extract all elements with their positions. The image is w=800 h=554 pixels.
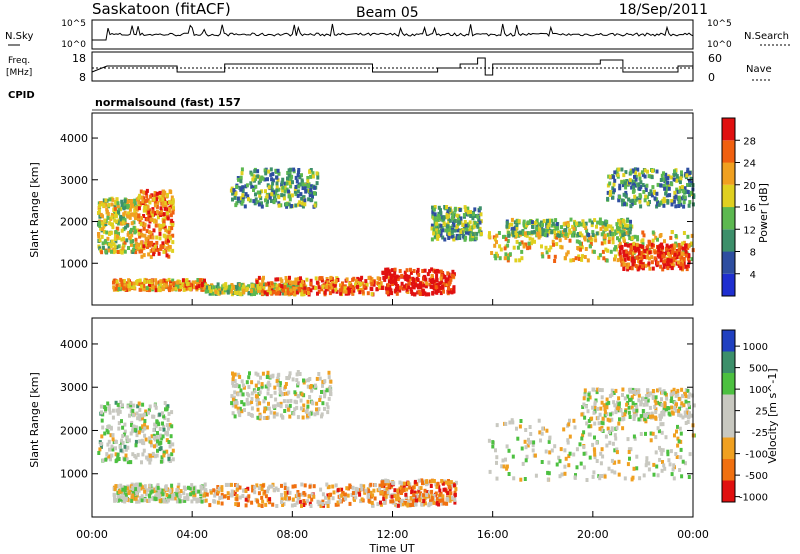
colorbar-tick-1: 8 xyxy=(750,248,756,259)
nave-tick-bottom: 0 xyxy=(708,71,715,84)
y-tick-label-1: 2000 xyxy=(60,424,88,437)
freq-tick-top: 18 xyxy=(72,52,86,65)
cpid-label: CPID xyxy=(8,90,35,101)
echo-region-5 xyxy=(487,417,696,482)
freq-tick-bottom: 8 xyxy=(79,71,86,84)
y-tick-label-0: 1000 xyxy=(60,468,88,481)
y-tick-label-3: 4000 xyxy=(60,132,88,145)
velocity-colorbar-tick-3: 25 xyxy=(755,407,768,418)
y-tick-label-3: 4000 xyxy=(60,338,88,351)
time-xlabel: Time UT xyxy=(368,542,414,554)
x-tick-label-4: 16:00 xyxy=(477,528,509,541)
colorbar-tick-3: 16 xyxy=(743,203,756,214)
power-ylabel: Slant Range [km] xyxy=(28,162,41,258)
velocity-y-axis: 1000 2000 3000 4000 xyxy=(60,338,693,481)
power-y-axis: 1000 2000 3000 4000 xyxy=(60,132,693,270)
echo-region-2 xyxy=(112,277,208,293)
x-tick-label-2: 08:00 xyxy=(276,528,308,541)
y-tick-label-1: 2000 xyxy=(60,216,88,229)
echo-region-9 xyxy=(505,217,634,238)
station-title: Saskatoon (fitACF) xyxy=(92,0,231,18)
echo-region-7 xyxy=(430,205,483,242)
echo-region-6 xyxy=(380,267,456,297)
noise-panel-frame xyxy=(91,19,694,50)
power-heatmap xyxy=(97,167,696,297)
date-title: 18/Sep/2011 xyxy=(619,2,708,18)
x-tick-label-3: 12:00 xyxy=(377,528,409,541)
beam-title: Beam 05 xyxy=(356,5,419,21)
velocity-colorbar-tick-7: -1000 xyxy=(739,493,768,504)
noise-left-tick-bottom: 10^0 xyxy=(61,40,86,50)
power-colorbar: 4 8 12 16 20 24 28 xyxy=(721,117,756,297)
power-colorbar-label: Power [dB] xyxy=(757,183,770,243)
x-tick-label-0: 00:00 xyxy=(76,528,108,541)
echo-region-11 xyxy=(606,167,696,209)
colorbar-tick-6: 28 xyxy=(743,136,756,147)
velocity-colorbar-tick-4: -25 xyxy=(752,428,768,439)
noise-left-tick-top: 10^5 xyxy=(61,19,86,29)
colorbar-tick-4: 20 xyxy=(743,181,756,192)
x-tick-label-1: 04:00 xyxy=(176,528,208,541)
echo-region-10 xyxy=(618,242,691,272)
echo-region-4 xyxy=(380,478,458,508)
velocity-colorbar-tick-2: 100 xyxy=(749,385,768,396)
echo-region-1 xyxy=(137,188,175,259)
noise-right-tick-bottom: 10^0 xyxy=(707,40,732,50)
x-tick-label-6: 00:00 xyxy=(677,528,709,541)
echo-region-4 xyxy=(255,275,383,297)
noise-sky-trace xyxy=(92,23,694,41)
noise-right-tick-top: 10^5 xyxy=(707,19,732,29)
velocity-ylabel: Slant Range [km] xyxy=(28,372,41,468)
nsky-label: N.Sky xyxy=(5,31,33,42)
freq-label: Freq. xyxy=(8,56,30,66)
velocity-colorbar: 1000 500 100 25 -25 -100 -500 -1000 xyxy=(721,329,768,504)
frequency-trace xyxy=(91,57,693,76)
y-tick-label-0: 1000 xyxy=(60,257,88,270)
colorbar-tick-5: 24 xyxy=(743,159,756,170)
echo-region-0 xyxy=(97,196,141,255)
x-tick-label-5: 20:00 xyxy=(577,528,609,541)
colorbar-tick-2: 12 xyxy=(743,225,756,236)
velocity-colorbar-label: Velocity [m s^-1] xyxy=(766,368,779,463)
y-tick-label-2: 3000 xyxy=(60,174,88,187)
nave-tick-top: 60 xyxy=(708,52,722,65)
velocity-heatmap xyxy=(97,370,696,508)
colorbar-tick-0: 4 xyxy=(750,270,756,281)
echo-region-5 xyxy=(229,167,320,209)
nave-label: Nave xyxy=(746,64,772,75)
echo-region-2 xyxy=(205,482,383,508)
echo-region-3 xyxy=(230,370,333,421)
freq-panel-frame xyxy=(91,51,694,82)
nsearch-label: N.Search xyxy=(744,31,789,42)
velocity-colorbar-tick-0: 1000 xyxy=(743,342,768,353)
echo-region-1 xyxy=(112,482,208,504)
cpid-value: normalsound (fast) 157 xyxy=(95,96,241,109)
freq-unit-label: [MHz] xyxy=(6,68,32,78)
time-x-axis: 00:00 04:00 08:00 12:00 16:00 20:00 00:00 xyxy=(76,299,709,541)
velocity-colorbar-tick-5: -100 xyxy=(745,450,768,461)
velocity-colorbar-tick-6: -500 xyxy=(745,471,768,482)
velocity-colorbar-tick-1: 500 xyxy=(749,364,768,375)
y-tick-label-2: 3000 xyxy=(60,381,88,394)
echo-region-6 xyxy=(580,387,696,422)
echo-region-0 xyxy=(97,400,175,465)
